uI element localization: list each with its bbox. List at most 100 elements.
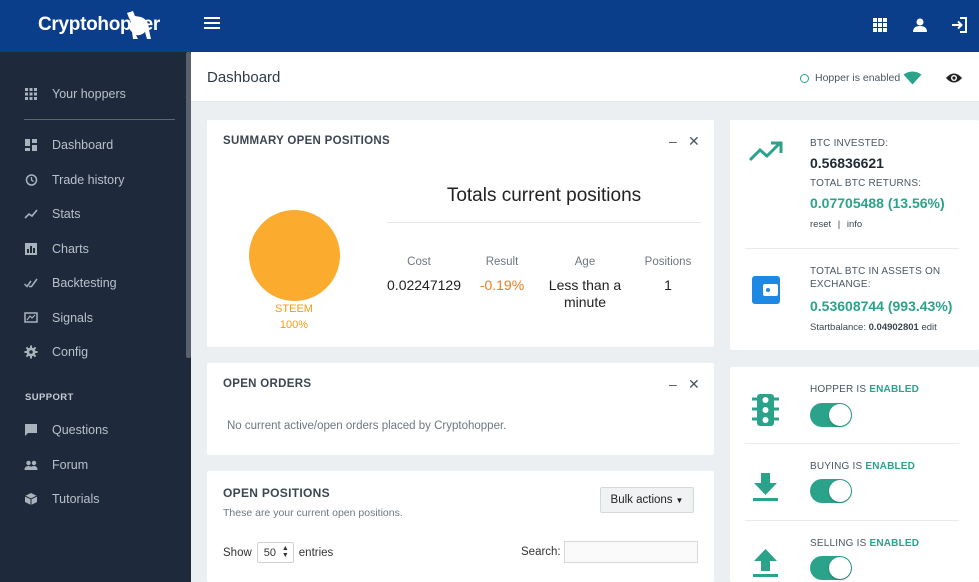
age-header: Age — [574, 256, 596, 268]
positions-pie-chart — [249, 210, 340, 301]
startbalance-label: Startbalance: — [810, 322, 866, 333]
backtesting-icon — [24, 278, 38, 288]
dashboard-icon — [25, 139, 37, 151]
sidebar-item-tutorials[interactable]: Tutorials — [0, 486, 186, 512]
kangaroo-logo-icon — [127, 11, 151, 39]
sidebar-item-forum[interactable]: Forum — [0, 452, 186, 478]
entries-label: entries — [298, 546, 334, 559]
stats-icon — [24, 209, 38, 219]
sidebar-item-label: Config — [52, 345, 89, 359]
user-icon[interactable] — [911, 16, 929, 34]
selling-enabled-toggle[interactable] — [810, 556, 852, 580]
btc-invested-value: 0.56836621 — [810, 155, 884, 171]
chat-icon — [25, 424, 37, 436]
show-label: Show — [223, 546, 252, 559]
totals-title: Totals current positions — [446, 185, 642, 206]
eye-icon[interactable] — [945, 72, 963, 84]
minimize-button[interactable]: – — [669, 133, 677, 149]
caret-down-icon: ▼ — [675, 495, 684, 505]
btc-assets-label: TOTAL BTC IN ASSETS ON EXCHANGE: — [810, 265, 940, 291]
btc-assets-label-line-1: TOTAL BTC IN ASSETS ON — [810, 266, 941, 277]
result-header: Result — [485, 256, 519, 268]
btc-invested-label: BTC INVESTED: — [810, 138, 889, 149]
sidebar-divider — [24, 119, 175, 120]
logout-icon[interactable] — [950, 16, 968, 34]
page-title: Dashboard — [207, 69, 281, 86]
result-value: -0.19% — [479, 277, 525, 293]
sidebar-item-label: Stats — [52, 207, 81, 221]
edit-startbalance-link[interactable]: edit — [921, 322, 937, 333]
minimize-button[interactable]: – — [669, 376, 677, 392]
page-size-row: Show 50 ▲ ▼ entries — [223, 542, 333, 563]
selling-toggle-state: ENABLED — [869, 538, 920, 549]
summary-card-title: SUMMARY OPEN POSITIONS — [223, 135, 390, 147]
pie-label: STEEM — [275, 303, 313, 315]
signals-icon — [24, 312, 38, 323]
btc-summary-card — [730, 120, 979, 350]
returns-links: reset | info — [810, 219, 862, 230]
page-header: Dashboard Hopper is enabled — [191, 52, 979, 102]
support-section-label: SUPPORT — [25, 392, 74, 403]
positions-value: 1 — [664, 277, 672, 293]
startbalance-row: Startbalance: 0.04902801 edit — [810, 322, 937, 333]
reset-link[interactable]: reset — [810, 219, 832, 230]
sidebar-item-charts[interactable]: Charts — [0, 236, 186, 262]
cost-value: 0.02247129 — [387, 277, 461, 293]
sidebar-item-dashboard[interactable]: Dashboard — [0, 132, 186, 158]
positions-header: Positions — [644, 256, 692, 268]
sidebar-item-trade-history[interactable]: Trade history — [0, 167, 186, 193]
download-icon — [753, 473, 778, 501]
wallet-icon — [752, 276, 780, 304]
info-link[interactable]: info — [846, 219, 863, 230]
sidebar-item-your-hoppers[interactable]: Your hoppers — [0, 81, 186, 107]
wifi-icon[interactable] — [903, 71, 922, 85]
search-input[interactable] — [564, 541, 698, 563]
buying-enabled-toggle[interactable] — [810, 479, 852, 503]
apps-grid-icon — [25, 88, 37, 100]
hopper-toggle-label: HOPPER IS ENABLED — [810, 384, 919, 395]
page-size-select[interactable]: 50 ▲ ▼ — [256, 542, 294, 563]
charts-icon — [25, 243, 37, 255]
btc-returns-label: TOTAL BTC RETURNS: — [810, 178, 922, 189]
traffic-light-icon — [752, 394, 779, 426]
bulk-actions-button[interactable]: Bulk actions ▼ — [600, 487, 694, 513]
buying-toggle-label: BUYING IS ENABLED — [810, 461, 915, 472]
close-button[interactable]: ✕ — [688, 133, 700, 149]
sidebar-item-stats[interactable]: Stats — [0, 201, 186, 227]
search-label: Search: — [521, 546, 561, 558]
close-button[interactable]: ✕ — [688, 376, 700, 392]
history-icon — [25, 174, 38, 186]
sidebar-item-questions[interactable]: Questions — [0, 417, 186, 443]
open-orders-card — [207, 363, 714, 455]
hopper-status-text: Hopper is enabled — [815, 72, 901, 84]
sidebar-item-label: Trade history — [52, 173, 125, 187]
selling-toggle-label: SELLING IS ENABLED — [810, 538, 919, 549]
trending-up-icon — [749, 141, 783, 162]
hopper-toggle-prefix: HOPPER IS — [810, 384, 867, 395]
buying-toggle-prefix: BUYING IS — [810, 461, 863, 472]
hopper-status: Hopper is enabled — [800, 72, 900, 84]
group-icon — [24, 460, 38, 470]
toggle-divider — [745, 520, 959, 521]
sidebar-item-label: Questions — [52, 423, 109, 437]
btc-assets-value: 0.53608744 (993.43%) — [810, 298, 953, 314]
btc-card-divider — [745, 248, 959, 249]
selling-toggle-prefix: SELLING IS — [810, 538, 867, 549]
sidebar-scrollbar[interactable] — [186, 52, 191, 358]
startbalance-value: 0.04902801 — [868, 322, 919, 333]
sidebar-item-config[interactable]: Config — [0, 339, 186, 365]
sidebar-item-label: Tutorials — [52, 492, 100, 506]
btc-assets-label-line-2: EXCHANGE: — [810, 279, 871, 290]
sidebar-item-signals[interactable]: Signals — [0, 305, 186, 331]
sidebar-item-label: Backtesting — [52, 276, 117, 290]
apps-grid-icon[interactable] — [871, 16, 889, 34]
sidebar-item-backtesting[interactable]: Backtesting — [0, 270, 186, 296]
upload-icon — [753, 549, 778, 577]
bulk-actions-label: Bulk actions — [610, 494, 673, 506]
open-positions-subtitle: These are your current open positions. — [223, 507, 403, 519]
link-separator: | — [837, 219, 841, 230]
sidebar-item-label: Your hoppers — [52, 87, 126, 101]
hopper-enabled-toggle[interactable] — [810, 403, 852, 427]
open-positions-title: OPEN POSITIONS — [223, 486, 330, 500]
hamburger-menu-button[interactable] — [204, 17, 220, 31]
